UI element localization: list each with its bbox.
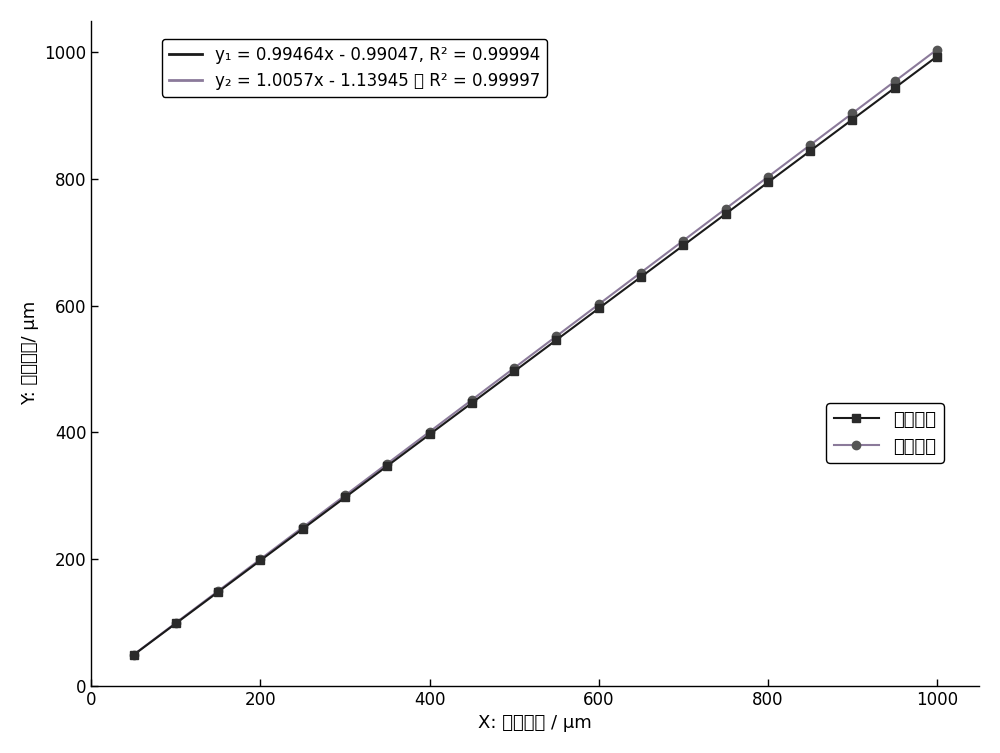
Line: 正向测量: 正向测量 [129,53,941,659]
正向测量 [762,178,774,187]
反向测量 [635,268,647,277]
反向测量 [677,236,689,245]
正向测量 [424,430,436,439]
反向测量 [846,108,858,117]
正向测量 [846,115,858,124]
正向测量 [339,493,351,502]
正向测量 [297,524,309,533]
反向测量 [804,141,816,150]
X-axis label: X: 实际位移 / μm: X: 实际位移 / μm [478,714,592,732]
反向测量 [720,204,732,213]
正向测量 [593,304,605,313]
正向测量 [677,241,689,250]
正向测量 [466,398,478,407]
反向测量 [550,331,562,340]
正向测量 [508,367,520,376]
正向测量 [804,147,816,156]
正向测量 [128,651,140,660]
反向测量 [889,77,901,86]
正向测量 [550,335,562,344]
反向测量 [593,300,605,309]
反向测量 [170,618,182,627]
反向测量 [381,459,393,468]
反向测量 [508,364,520,373]
Y-axis label: Y: 测量位移/ μm: Y: 测量位移/ μm [21,301,39,405]
反向测量 [762,172,774,181]
反向测量 [466,395,478,404]
反向测量 [297,523,309,532]
反向测量 [931,45,943,54]
正向测量 [889,84,901,93]
反向测量 [254,554,266,563]
反向测量 [212,587,224,596]
正向测量 [635,273,647,282]
Legend: y₁ = 0.99464x - 0.99047, R² = 0.99994, y₂ = 1.0057x - 1.13945 ， R² = 0.99997: y₁ = 0.99464x - 0.99047, R² = 0.99994, y… [162,39,547,97]
正向测量 [212,587,224,596]
反向测量 [339,491,351,500]
正向测量 [720,209,732,218]
正向测量 [254,556,266,565]
正向测量 [931,52,943,61]
Line: 反向测量: 反向测量 [129,45,941,659]
正向测量 [381,462,393,471]
反向测量 [128,650,140,659]
正向测量 [170,619,182,628]
反向测量 [424,427,436,436]
